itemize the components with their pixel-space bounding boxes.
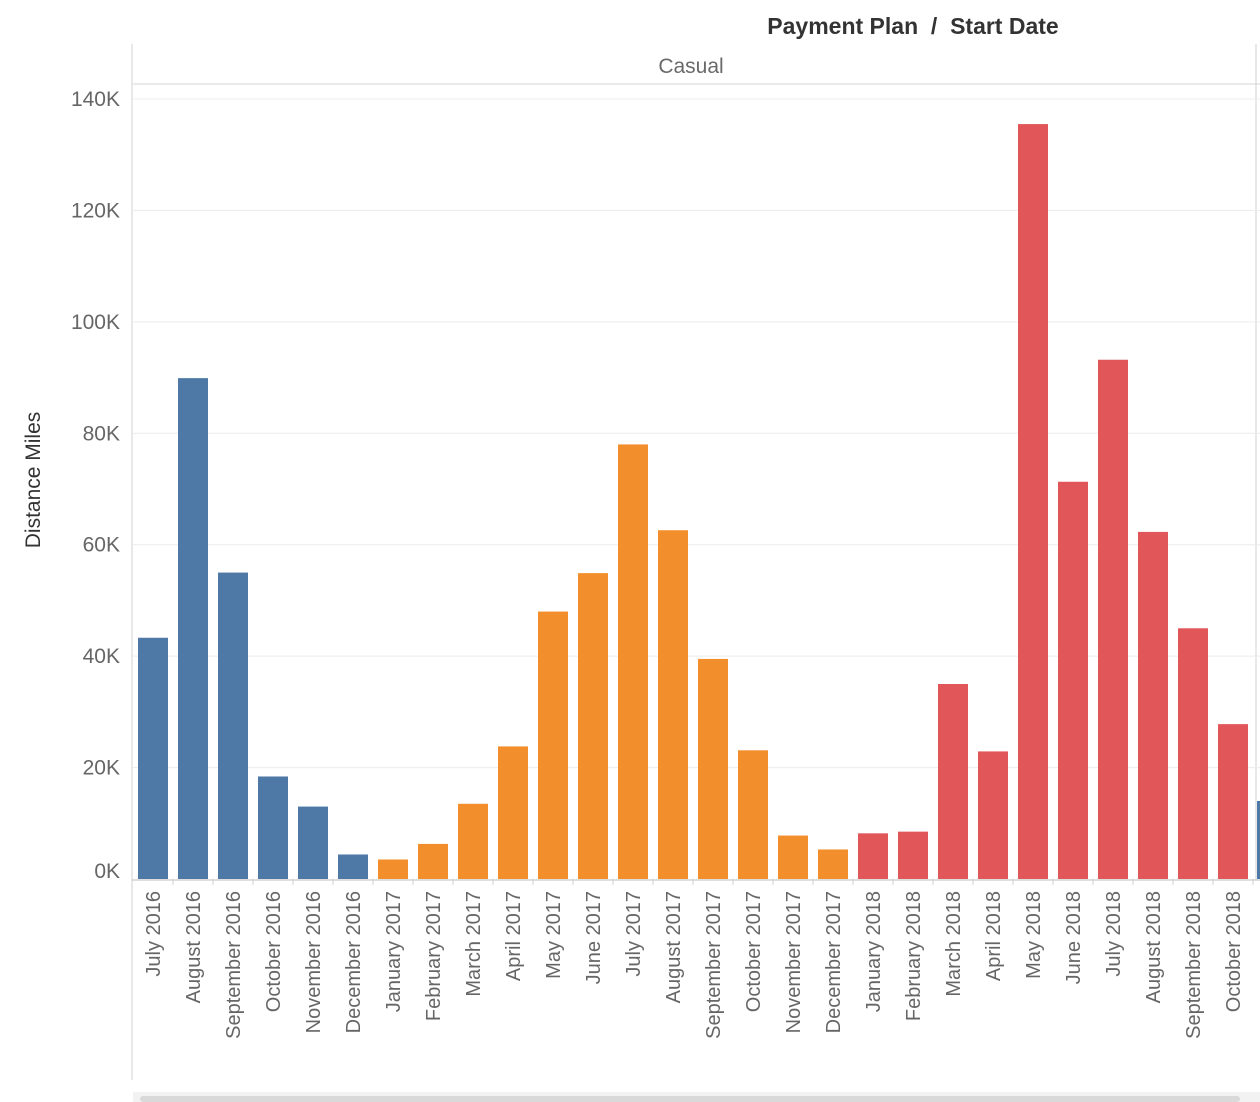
bar[interactable] [778,835,808,879]
y-tick-labels: 0K 20K 40K 60K 80K 100K 120K 140K [71,88,120,883]
x-tick-label: February 2018 [903,891,925,1021]
bar[interactable] [378,859,408,880]
horizontal-scrollbar-thumb[interactable] [140,1096,1240,1102]
bar[interactable] [218,572,248,879]
x-tick-label: May 2017 [543,891,565,979]
bar[interactable] [818,849,848,879]
bar[interactable] [698,658,728,879]
x-tick-label: January 2018 [863,891,885,1012]
bar[interactable] [498,746,528,879]
y-tick-label: 140K [71,88,120,111]
bars [138,124,1260,880]
y-tick-label: 120K [71,199,120,222]
bar[interactable] [258,776,288,879]
y-axis-title: Distance Miles [22,412,45,549]
bar[interactable] [1138,531,1168,879]
pane-label: Casual [658,55,723,78]
bar[interactable] [858,833,888,879]
y-tick-label: 80K [83,422,120,445]
bar[interactable] [338,854,368,879]
bar[interactable] [578,573,608,879]
bar[interactable] [138,637,168,879]
x-tick-label: June 2018 [1063,891,1085,984]
y-tick-label: 0K [94,860,120,883]
bar[interactable] [458,803,488,879]
bar[interactable] [658,530,688,879]
bar[interactable] [1178,628,1208,879]
x-tick-label: October 2017 [743,891,765,1012]
bar[interactable] [978,751,1008,879]
chart-header-title: Payment Plan / Start Date [767,13,1058,39]
x-tick-label: March 2017 [463,891,485,997]
x-tick-label: September 2016 [223,891,245,1039]
gridlines [133,98,1260,769]
x-tick-label: March 2018 [943,891,965,997]
x-tick-label: July 2018 [1103,891,1125,977]
x-tick-label: November 2016 [303,891,325,1033]
x-tick-label: September 2018 [1183,891,1205,1039]
y-tick-label: 40K [83,645,120,668]
y-tick-label: 60K [83,534,120,557]
x-tick-label: April 2017 [503,891,525,981]
x-tick-label: October 2018 [1223,891,1245,1012]
bar[interactable] [1098,359,1128,879]
x-tick-label: July 2016 [143,891,165,977]
x-tick-labels: July 2016 August 2016 September 2016 Octobe… [143,879,1254,1039]
y-tick-label: 100K [71,311,120,334]
bar[interactable] [898,831,928,879]
bar[interactable] [538,611,568,879]
bar[interactable] [1018,124,1048,880]
x-tick-label: June 2017 [583,891,605,984]
x-tick-label: August 2016 [183,891,205,1003]
x-tick-label: January 2017 [383,891,405,1012]
x-tick-label: July 2017 [623,891,645,977]
x-tick-label: February 2017 [423,891,445,1021]
bar[interactable] [1058,481,1088,879]
bar[interactable] [418,843,448,879]
x-tick-label: November 2017 [783,891,805,1033]
x-tick-label: September 2017 [703,891,725,1039]
bar[interactable] [618,444,648,879]
x-tick-label: October 2016 [263,891,285,1012]
bar[interactable] [938,684,968,879]
x-tick-label: December 2016 [343,891,365,1033]
y-tick-label: 20K [83,757,120,780]
x-tick-label: May 2018 [1023,891,1045,979]
bar[interactable] [178,378,208,879]
x-tick-label: August 2017 [663,891,685,1003]
bar[interactable] [298,806,328,879]
bar[interactable] [1218,724,1248,879]
x-tick-label: December 2017 [823,891,845,1033]
bar[interactable] [738,750,768,879]
x-tick-label: April 2018 [983,891,1005,981]
bar-partial[interactable] [1257,801,1260,879]
x-tick-label: August 2018 [1143,891,1165,1003]
